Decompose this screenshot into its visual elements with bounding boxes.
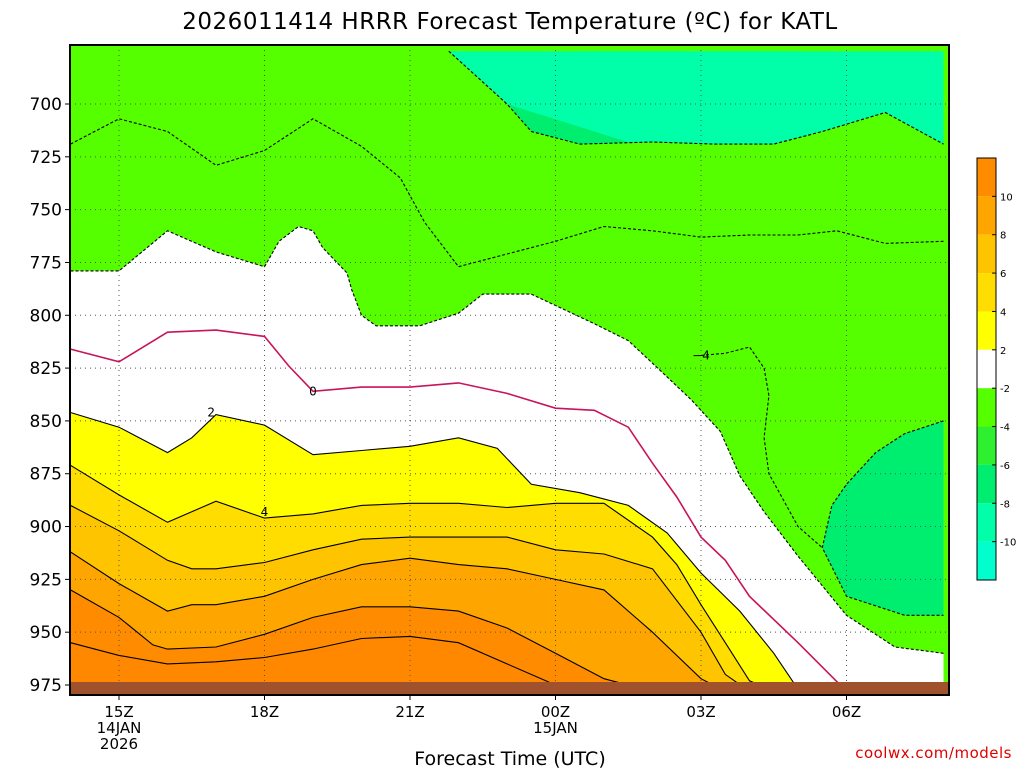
colorbar-label: 8 xyxy=(1000,231,1006,242)
band--4 xyxy=(70,51,944,267)
x-tick-label: 15JAN xyxy=(533,719,578,737)
colorbar-swatch xyxy=(977,464,996,504)
colorbar-label: -2 xyxy=(1000,384,1010,395)
y-tick-label: 925 xyxy=(30,570,62,590)
x-tick-label: 03Z xyxy=(686,703,715,721)
x-tick-label: 2026 xyxy=(100,735,138,753)
y-tick-label: 750 xyxy=(30,201,62,221)
y-tick-label: 950 xyxy=(30,623,62,643)
colorbar-label: 2 xyxy=(1000,346,1006,357)
colorbar-swatch xyxy=(977,349,996,389)
contour-4 xyxy=(70,464,775,692)
x-tick-label: 21Z xyxy=(395,703,424,721)
colorbar-label: 6 xyxy=(1000,269,1006,280)
y-tick-label: 850 xyxy=(30,412,62,432)
contour-label: 4 xyxy=(261,505,269,519)
isotherms xyxy=(70,50,944,692)
x-tick-label: 14JAN xyxy=(97,719,142,737)
colorbar-swatch xyxy=(977,273,996,312)
colorbar-swatch xyxy=(977,234,996,274)
site-credit[interactable]: coolwx.com/models xyxy=(855,744,1012,762)
colorbar-swatch xyxy=(977,426,996,465)
colorbar-swatch xyxy=(977,196,996,235)
colorbar-swatch xyxy=(977,388,996,427)
contour-labels: 0 2 4 −4 xyxy=(207,348,710,518)
contour-minus4-lobe xyxy=(700,346,823,549)
y-axis: 700 725 750 775 800 825 850 875 900 925 950 975 xyxy=(30,95,70,696)
band--8 xyxy=(448,51,944,145)
x-tick-label: 06Z xyxy=(832,703,861,721)
contour-label: −4 xyxy=(692,348,710,362)
band-4-6-cold xyxy=(822,420,944,616)
y-tick-label: 800 xyxy=(30,306,62,326)
grid xyxy=(70,45,949,695)
band-12 xyxy=(70,636,580,695)
y-tick-label: 775 xyxy=(30,253,62,273)
contour-minus8 xyxy=(448,50,944,145)
contour-6 xyxy=(70,504,750,692)
colorbar-swatch xyxy=(977,541,996,580)
ground-surface xyxy=(70,682,949,695)
x-tick-label: 00Z xyxy=(541,703,570,721)
chart-title: 2026011414 HRRR Forecast Temperature (ºC… xyxy=(182,9,837,35)
y-tick-label: 875 xyxy=(30,465,62,485)
plot-frame xyxy=(69,44,950,696)
colorbar-frame xyxy=(976,157,997,581)
x-tick-label: 18Z xyxy=(250,703,279,721)
contour-12 xyxy=(70,635,580,692)
y-tick-label: 975 xyxy=(30,676,62,696)
colorbar-swatch xyxy=(977,158,996,197)
colorbar-label: -10 xyxy=(1000,538,1016,549)
contour-minus4 xyxy=(70,225,944,654)
contour-2 xyxy=(70,411,799,690)
colorbar-swatch xyxy=(977,311,996,350)
colorbar-label: -4 xyxy=(1000,423,1010,434)
x-axis-label: Forecast Time (UTC) xyxy=(414,748,605,768)
y-tick-label: 700 xyxy=(30,95,62,115)
contour-minus6-cold xyxy=(821,420,944,616)
contour-8 xyxy=(70,551,726,692)
contour-label: 2 xyxy=(207,405,215,419)
y-tick-label: 900 xyxy=(30,518,62,538)
temperature-bands xyxy=(70,45,949,695)
contour-10 xyxy=(70,589,653,692)
colorbar-label: -6 xyxy=(1000,461,1010,472)
y-tick-label: 725 xyxy=(30,148,62,168)
colorbar-label: 10 xyxy=(1000,192,1013,203)
colorbar-label: -8 xyxy=(1000,499,1010,510)
colorbar: 10 8 6 4 2 -2 -4 -6 -8 -10 xyxy=(976,157,1016,581)
y-tick-label: 825 xyxy=(30,359,62,379)
contour-label: 0 xyxy=(309,384,317,398)
band--4b xyxy=(70,118,944,654)
contour-minus6 xyxy=(70,118,944,268)
colorbar-swatch xyxy=(977,503,996,542)
contour-zero xyxy=(70,329,848,692)
x-tick-label: 15Z xyxy=(104,703,133,721)
colorbar-label: 4 xyxy=(1000,307,1006,318)
